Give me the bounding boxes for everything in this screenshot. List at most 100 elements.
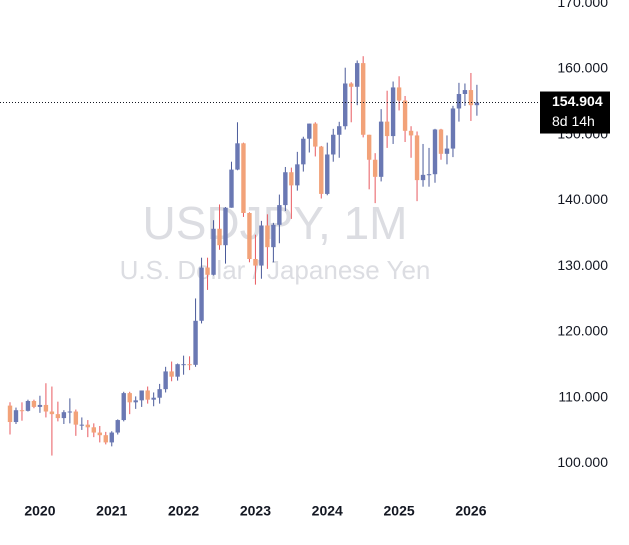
y-tick-label: 100.000: [557, 454, 608, 470]
candle-body: [187, 364, 192, 366]
candle-body: [211, 228, 216, 275]
candle-body: [450, 108, 456, 149]
candle-body: [223, 207, 228, 246]
candle-body: [25, 400, 31, 411]
candle-body: [133, 400, 138, 403]
candle-body: [139, 390, 144, 401]
candle-body: [462, 90, 468, 95]
watermark-subtitle: U.S. Dollar / Japanese Yen: [120, 255, 431, 285]
candle-body: [121, 393, 126, 421]
candle-body: [85, 424, 91, 428]
candle-body: [103, 435, 108, 443]
y-tick-label: 160.000: [557, 60, 608, 76]
candle-body: [169, 371, 174, 377]
x-tick-label: 2023: [240, 503, 271, 519]
candle-body: [181, 364, 186, 366]
x-tick-label: 2026: [455, 503, 486, 519]
candle-body: [163, 371, 168, 390]
candle-body: [402, 100, 408, 131]
x-tick-label: 2022: [168, 503, 199, 519]
candle-body: [199, 267, 204, 321]
x-tick-label: 2020: [24, 503, 55, 519]
candle-body: [7, 405, 13, 423]
candle-body: [43, 404, 49, 412]
candle-body: [277, 205, 282, 225]
candle-body: [426, 174, 432, 176]
y-tick-label: 140.000: [557, 191, 608, 207]
price-tag-countdown: 8d 14h: [552, 113, 595, 129]
candle-body: [259, 225, 264, 266]
candle-body: [343, 83, 348, 127]
candle-body: [408, 130, 414, 136]
candle-body: [474, 102, 480, 106]
candle-body: [127, 393, 132, 403]
candle-body: [61, 412, 67, 419]
y-tick-label: 110.000: [558, 388, 608, 404]
candle-body: [372, 159, 378, 177]
candle-body: [145, 390, 150, 400]
candle-body: [37, 404, 43, 407]
candle-body: [253, 259, 258, 266]
candle-body: [283, 172, 288, 206]
candle-body: [19, 410, 25, 412]
candle-body: [175, 364, 180, 377]
candle-body: [456, 94, 462, 109]
x-tick-label: 2025: [384, 503, 415, 519]
candle-body: [354, 63, 360, 87]
candle-body: [331, 134, 336, 155]
candle-body: [432, 129, 438, 175]
candle-body: [295, 164, 300, 186]
candle-body: [325, 154, 330, 194]
candle-body: [13, 410, 19, 423]
candle-body: [67, 411, 73, 413]
candle-body: [193, 320, 198, 365]
candle-body: [319, 146, 324, 194]
plot-area: [7, 56, 480, 456]
x-tick-label: 2024: [312, 503, 343, 519]
candle-body: [420, 174, 426, 181]
price-tag: [540, 91, 610, 134]
candle-body: [157, 389, 162, 398]
candle-body: [73, 411, 79, 425]
candle-body: [271, 224, 276, 248]
candle-body: [217, 228, 222, 246]
candle-body: [109, 432, 114, 443]
candle-body: [91, 427, 97, 433]
candle-body: [396, 87, 402, 101]
candle-body: [247, 212, 252, 260]
candle-body: [301, 138, 306, 165]
candle-body: [241, 143, 246, 213]
candle-body: [378, 121, 384, 177]
candle-body: [229, 169, 234, 208]
candle-body: [390, 87, 396, 137]
candle-body: [366, 134, 372, 160]
y-tick-label: 130.000: [557, 257, 608, 273]
candle-body: [115, 420, 120, 433]
y-tick-label: 170.000: [557, 0, 608, 10]
candle-body: [55, 414, 61, 419]
candle-body: [438, 129, 444, 154]
y-tick-label: 120.000: [557, 323, 608, 339]
price-tag-value: 154.904: [552, 93, 603, 109]
candle-body: [468, 90, 474, 106]
candle-body: [265, 225, 270, 248]
candle-body: [313, 123, 318, 147]
candle-body: [337, 126, 342, 135]
candle-body: [49, 411, 55, 415]
x-tick-label: 2021: [96, 503, 127, 519]
candle-body: [414, 135, 420, 181]
candle-body: [205, 267, 210, 275]
candle-body: [97, 432, 102, 436]
candle-body: [235, 143, 240, 170]
candle-body: [349, 83, 354, 87]
candle-body: [79, 424, 85, 426]
candle-body: [31, 400, 37, 407]
candle-body: [384, 121, 390, 137]
candle-body: [307, 123, 312, 139]
candle-body: [444, 148, 450, 154]
candle-body: [289, 172, 294, 186]
candle-body: [360, 63, 366, 135]
candle-body: [151, 397, 156, 400]
